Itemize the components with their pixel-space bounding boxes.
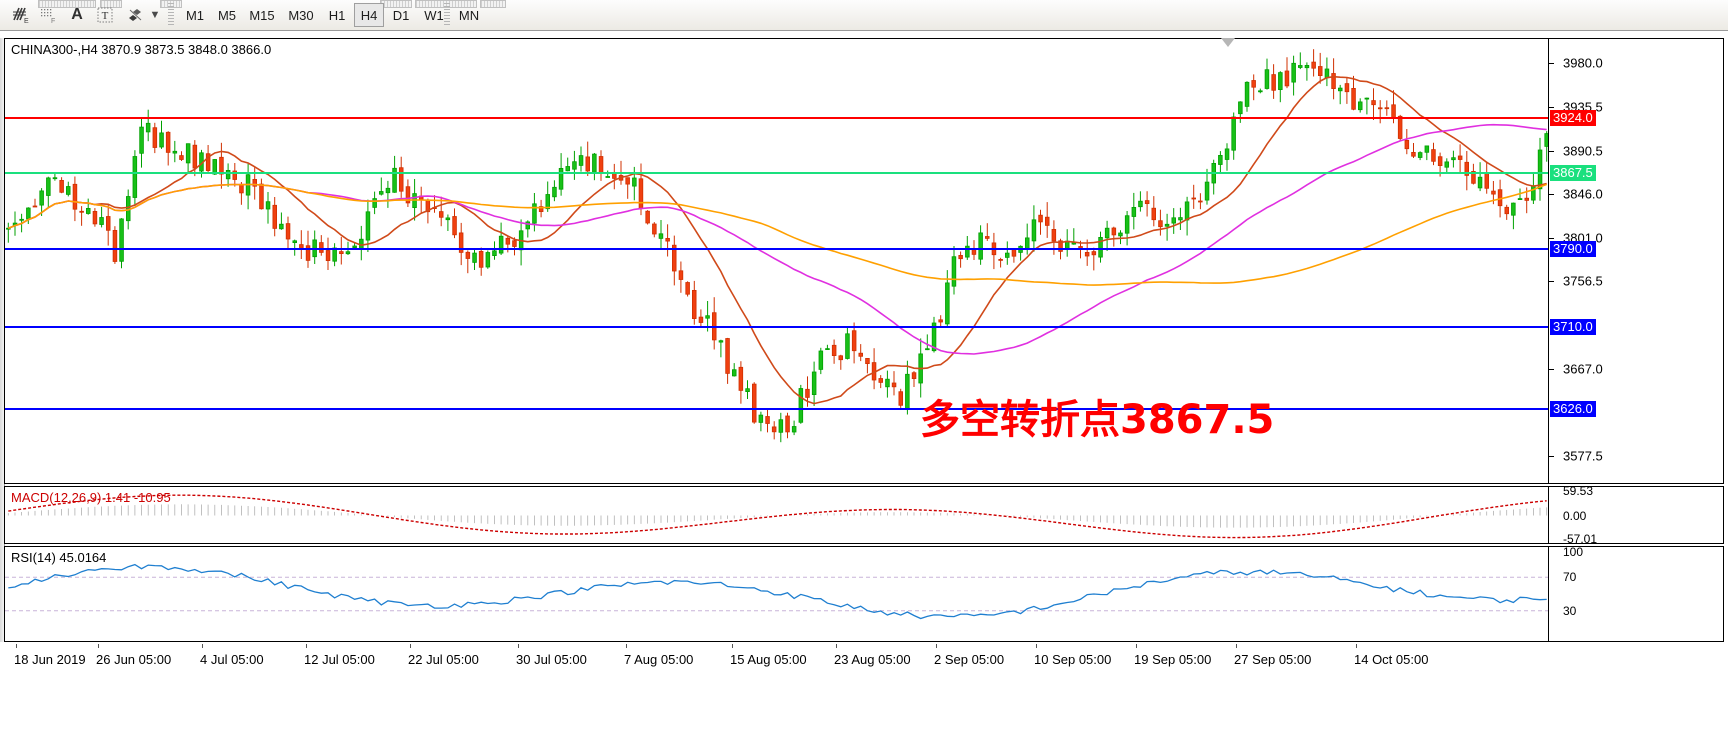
time-label-12: 27 Sep 05:00 (1234, 652, 1312, 667)
price-tick-mark (1549, 368, 1554, 370)
timeframe-mn[interactable]: MN (458, 7, 480, 23)
rsi-label: RSI(14) 45.0164 (11, 550, 107, 565)
main-chart-plot[interactable] (5, 39, 1548, 483)
price-axis[interactable]: 3980.0 3935.5 3890.5 3846.0 3801.0 3756.5 3667… (1548, 39, 1723, 483)
price-level-tag-3790-0[interactable]: 3790.0 (1550, 240, 1596, 257)
price-level-tag-3626-0[interactable]: 3626.0 (1550, 400, 1596, 417)
time-tick-mark (410, 644, 411, 648)
time-tick-mark (518, 644, 519, 648)
grid-icon[interactable]: F (36, 3, 62, 27)
price-tick-mark (1549, 238, 1554, 240)
price-level-line-3924-0[interactable] (5, 117, 1548, 120)
price-level-tag-3924-0[interactable]: 3924.0 (1550, 110, 1596, 127)
time-tick-mark (306, 644, 307, 648)
time-tick-mark (936, 644, 937, 648)
macd-panel[interactable]: 59.53 0.00 -57.01 MACD(12,26,9) 1.41 -10.9… (4, 484, 1724, 546)
indicators-icon[interactable]: E (8, 3, 34, 27)
price-level-line-3867-5[interactable] (5, 172, 1548, 175)
text-label-icon[interactable]: T (92, 3, 118, 27)
time-tick-mark (202, 644, 203, 648)
time-tick-mark (16, 644, 17, 648)
time-label-8: 23 Aug 05:00 (834, 652, 911, 667)
main-chart-panel[interactable]: 3980.0 3935.5 3890.5 3846.0 3801.0 3756.5 3667… (4, 38, 1724, 484)
rsi-tick-label-0: 100 (1563, 545, 1584, 559)
macd-tick-label-1: 0.00 (1563, 508, 1587, 523)
rsi-panel[interactable]: 100 70 30 RSI(14) 45.0164 (4, 545, 1724, 642)
svg-text:F: F (51, 18, 55, 24)
price-level-line-3790-0[interactable] (5, 247, 1548, 250)
time-tick-mark (1236, 644, 1237, 648)
time-label-0: 18 Jun 2019 (14, 652, 86, 667)
price-tick-mark (1549, 63, 1554, 65)
time-axis: 18 Jun 2019 26 Jun 05:00 4 Jul 05:00 12 Jul… (4, 644, 1724, 678)
toolbar-chip-1 (38, 0, 96, 8)
time-label-4: 22 Jul 05:00 (408, 652, 479, 667)
svg-text:T: T (102, 10, 109, 22)
time-label-3: 12 Jul 05:00 (304, 652, 375, 667)
price-tick-label-6: 3667.0 (1563, 361, 1603, 377)
time-label-6: 7 Aug 05:00 (624, 652, 694, 667)
macd-plot[interactable] (5, 487, 1548, 543)
time-tick-mark (836, 644, 837, 648)
objects-icon[interactable] (124, 3, 150, 27)
time-tick-mark (1136, 644, 1137, 648)
toolbar-separator-2 (444, 3, 450, 27)
timeframe-h4[interactable]: H4 (354, 3, 384, 27)
price-level-line-3626-0[interactable] (5, 407, 1548, 410)
price-tick-label-5: 3756.5 (1563, 273, 1603, 289)
price-tick-mark (1549, 194, 1554, 196)
price-series-svg (6, 49, 1548, 443)
rsi-axis: 100 70 30 (1548, 545, 1723, 641)
rsi-tick-label-2: 30 (1563, 603, 1577, 618)
timeframe-m5[interactable]: M5 (217, 7, 237, 23)
price-tick-mark (1549, 150, 1554, 152)
macd-tick-label-2: -57.01 (1563, 532, 1598, 546)
macd-series-svg (7, 494, 1548, 539)
price-tick-label-0: 3980.0 (1563, 55, 1603, 71)
macd-tick-label-0: 59.53 (1563, 484, 1594, 498)
timeframe-d1[interactable]: D1 (392, 7, 410, 23)
timeframe-m15[interactable]: M15 (249, 7, 275, 23)
price-tick-label-3: 3846.0 (1563, 186, 1603, 202)
macd-label: MACD(12,26,9) 1.41 -10.95 (11, 490, 171, 505)
time-tick-mark (98, 644, 99, 648)
time-label-9: 2 Sep 05:00 (934, 652, 1005, 667)
chart-header: CHINA300-,H4 3870.9 3873.5 3848.0 3866.0 (11, 42, 272, 57)
time-label-1: 26 Jun 05:00 (96, 652, 172, 667)
time-tick-mark (1356, 644, 1357, 648)
svg-text:E: E (24, 18, 29, 24)
price-tick-mark (1549, 456, 1554, 458)
time-label-2: 4 Jul 05:00 (200, 652, 264, 667)
rsi-tick-label-1: 70 (1563, 570, 1577, 585)
price-level-line-3710-0[interactable] (5, 325, 1548, 328)
text-icon[interactable]: A (71, 6, 83, 23)
price-tick-label-2: 3890.5 (1563, 143, 1603, 159)
chart-marker-arrow-icon (1221, 38, 1235, 47)
time-label-13: 14 Oct 05:00 (1354, 652, 1429, 667)
toolbar: E F A T ▼ M1 M5 M15 M30 H1 H4 D (0, 0, 1728, 31)
rsi-series-svg (5, 563, 1548, 620)
price-level-tag-3867-5[interactable]: 3867.5 (1550, 165, 1596, 182)
time-tick-mark (626, 644, 627, 648)
time-label-10: 10 Sep 05:00 (1034, 652, 1112, 667)
timeframe-w1[interactable]: W1 (424, 7, 444, 23)
time-tick-mark (1036, 644, 1037, 648)
price-level-tag-3710-0[interactable]: 3710.0 (1550, 318, 1596, 335)
time-label-7: 15 Aug 05:00 (730, 652, 807, 667)
toolbar-chip-6 (480, 0, 506, 8)
chart-annotation: 多空转折点3867.5 (920, 397, 1275, 443)
time-tick-mark (732, 644, 733, 648)
time-label-5: 30 Jul 05:00 (516, 652, 587, 667)
toolbar-separator-1 (168, 3, 174, 27)
rsi-plot[interactable] (5, 547, 1548, 641)
price-tick-mark (1549, 281, 1554, 283)
time-label-11: 19 Sep 05:00 (1134, 652, 1212, 667)
timeframe-h1[interactable]: H1 (328, 7, 346, 23)
chevron-down-icon[interactable]: ▼ (149, 9, 161, 21)
timeframe-m30[interactable]: M30 (288, 7, 314, 23)
price-tick-mark (1549, 106, 1554, 108)
price-tick-label-7: 3577.5 (1563, 448, 1603, 464)
macd-axis: 59.53 0.00 -57.01 (1548, 484, 1723, 546)
timeframe-m1[interactable]: M1 (185, 7, 205, 23)
